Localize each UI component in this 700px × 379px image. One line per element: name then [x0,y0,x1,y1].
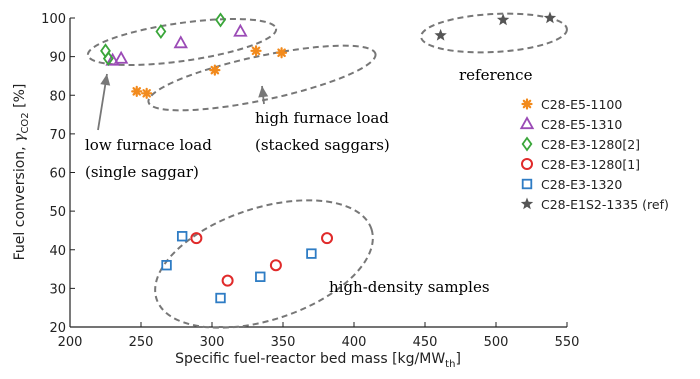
x-tick-label: 500 [484,335,509,350]
point-c28-e1s2-1335-ref [434,28,447,41]
point-c28-e3-1320 [176,231,188,242]
legend-label-c28-e3-1280-2: C28-E3-1280[2] [541,137,640,152]
ellipse-low-furnace [86,18,278,66]
annotation-arrows [97,73,269,131]
y-tick-label: 30 [49,282,66,297]
ellipse-high-furnace [147,44,377,112]
x-tick-label: 450 [413,335,438,350]
annotation-reference: reference [459,66,533,84]
point-c28-e1s2-1335-ref [543,11,557,24]
point-c28-e5-1100 [275,47,288,59]
x-tick-label: 550 [555,335,580,350]
point-c28-e5-1310 [173,35,188,49]
x-axis-label: Specific fuel-reactor bed mass [kg/MWth] [175,351,461,370]
point-c28-e3-1320 [161,259,172,271]
arrow-high-furnace [258,85,269,105]
legend-label-c28-e1s2-1335-ref: C28-E1S2-1335 (ref) [541,197,669,212]
x-tick-label: 400 [342,335,367,350]
point-c28-e5-1310 [105,52,120,66]
point-c28-e5-1310 [233,23,248,37]
annotation-high-density: high-density samples [329,278,490,296]
y-tick-label: 70 [49,128,66,143]
legend-label-c28-e3-1320: C28-E3-1320 [541,177,622,192]
legend: C28-E5-1100 C28-E5-1310 C28-E3-1280[2] C28-… [519,97,669,212]
y-tick-label: 40 [49,244,66,259]
ellipse-high-density [154,199,374,329]
y-tick-label: 60 [49,167,66,182]
legend-marker-c28-e5-1310 [519,116,535,130]
axis-ticks: 200 250 300 350 400 450 500 550 20 30 40 50 60 70 80 90… [41,12,579,350]
point-c28-e3-1320 [215,292,226,304]
grouping-ellipses [86,12,568,329]
x-tick-label: 250 [129,335,154,350]
point-c28-e5-1310 [113,50,129,64]
y-tick-label: 20 [49,321,66,336]
series-c28-e3-1320 [161,231,317,304]
y-tick-label: 100 [41,12,66,27]
legend-label-c28-e5-1310: C28-E5-1310 [541,117,622,132]
legend-marker-c28-e3-1280-1 [521,158,533,170]
point-c28-e5-1100 [141,87,153,99]
point-c28-e1s2-1335-ref [496,13,510,26]
x-tick-label: 200 [58,335,83,350]
legend-marker-c28-e1s2-1335-ref [520,197,534,210]
legend-marker-c28-e3-1320 [521,178,533,190]
series-c28-e5-1100 [131,45,288,99]
ellipse-reference [420,12,568,54]
point-c28-e3-1280-1 [221,274,234,287]
legend-marker-c28-e5-1100 [521,98,533,110]
point-c28-e3-1280-1 [190,232,203,245]
legend-label-c28-e3-1280-1: C28-E3-1280[1] [541,157,640,172]
point-c28-e3-1280-2 [215,12,226,28]
point-c28-e5-1100 [250,45,262,57]
data-points [100,11,557,304]
arrow-low-furnace [97,73,111,131]
point-c28-e3-1320 [306,248,317,259]
series-c28-e1s2-1335-ref [434,11,557,41]
point-c28-e5-1100 [131,85,143,97]
point-c28-e5-1100 [209,64,221,76]
y-tick-label: 80 [49,89,66,104]
point-c28-e3-1280-1 [321,232,334,245]
annotation-low-furnace-line1: low furnace load [85,136,212,154]
point-c28-e3-1280-2 [155,23,167,40]
point-c28-e3-1320 [255,271,266,282]
point-c28-e3-1280-1 [269,259,282,272]
y-tick-label: 50 [49,205,66,220]
legend-label-c28-e5-1100: C28-E5-1100 [541,97,622,112]
annotation-high-furnace-line1: high furnace load [255,109,389,127]
series-c28-e3-1280-1 [190,232,334,287]
series-c28-e3-1280-2 [100,12,226,67]
annotation-high-furnace-line2: (stacked saggars) [255,136,390,154]
annotation-low-furnace-line2: (single saggar) [85,163,199,181]
y-tick-label: 90 [49,51,66,66]
x-tick-label: 300 [200,335,225,350]
legend-marker-c28-e3-1280-2 [521,136,533,152]
x-tick-label: 350 [271,335,296,350]
y-axis-label: Fuel conversion, γCO2 [%] [12,84,31,261]
series-c28-e5-1310 [105,23,248,66]
point-c28-e3-1280-2 [102,51,114,67]
